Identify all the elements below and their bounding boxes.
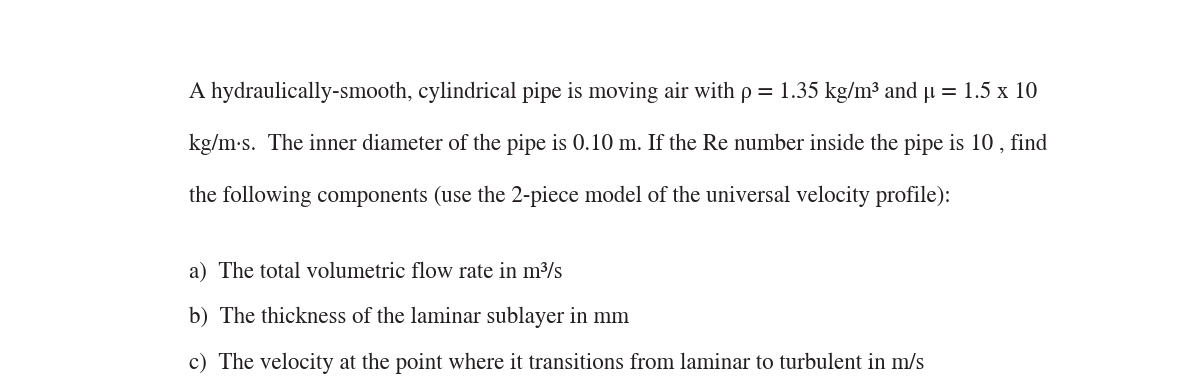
Text: a)  The total volumetric flow rate in m³/s: a) The total volumetric flow rate in m³/… [190,261,563,283]
Text: A hydraulically-smooth, cylindrical pipe is moving air with ρ = 1.35 kg/m³ and μ: A hydraulically-smooth, cylindrical pipe… [190,82,1049,104]
Text: b)  The thickness of the laminar sublayer in mm: b) The thickness of the laminar sublayer… [190,307,629,328]
Text: kg/m·s.  The inner diameter of the pipe is 0.10 m. If the Re number inside the p: kg/m·s. The inner diameter of the pipe i… [190,134,1048,155]
Text: the following components (use the 2-piece model of the universal velocity profil: the following components (use the 2-piec… [190,186,950,207]
Text: c)  The velocity at the point where it transitions from laminar to turbulent in : c) The velocity at the point where it tr… [190,353,924,375]
